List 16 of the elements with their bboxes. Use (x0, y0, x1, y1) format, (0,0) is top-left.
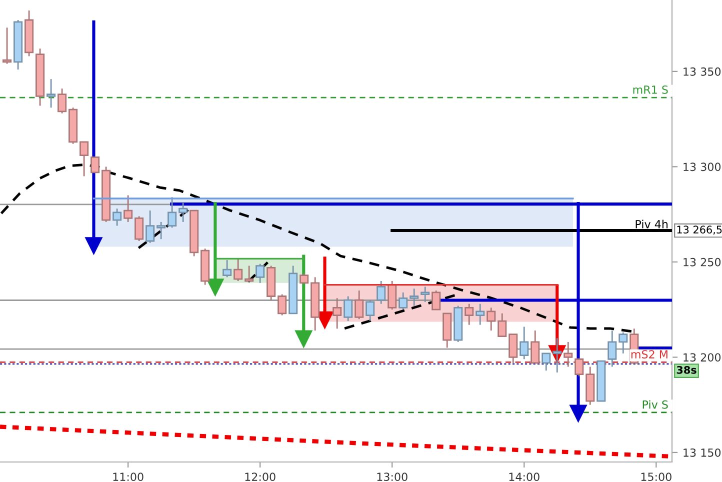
y-tick-label: 13 200 (684, 353, 721, 362)
ref-line-label: mS2 M (631, 350, 668, 358)
x-tick-label: 11:00 (113, 472, 144, 482)
y-tick-label: 13 150 (684, 448, 721, 457)
x-tick-label: 15:00 (641, 472, 672, 482)
y-tick-label: 13 350 (684, 67, 721, 76)
series-label: Piv 4h (636, 220, 668, 228)
annotation: 38s (676, 366, 696, 374)
annotation: 13 266,5 (677, 226, 722, 235)
x-tick-label: 13:00 (377, 472, 408, 482)
x-tick-label: 12:00 (245, 472, 276, 482)
ref-line-label: mR1 S (633, 85, 668, 94)
y-tick-label: 13 250 (684, 258, 721, 266)
y-tick-label: 13 300 (684, 162, 721, 172)
x-tick-label: 14:00 (509, 472, 540, 482)
ref-line-label: Piv S (642, 400, 668, 409)
